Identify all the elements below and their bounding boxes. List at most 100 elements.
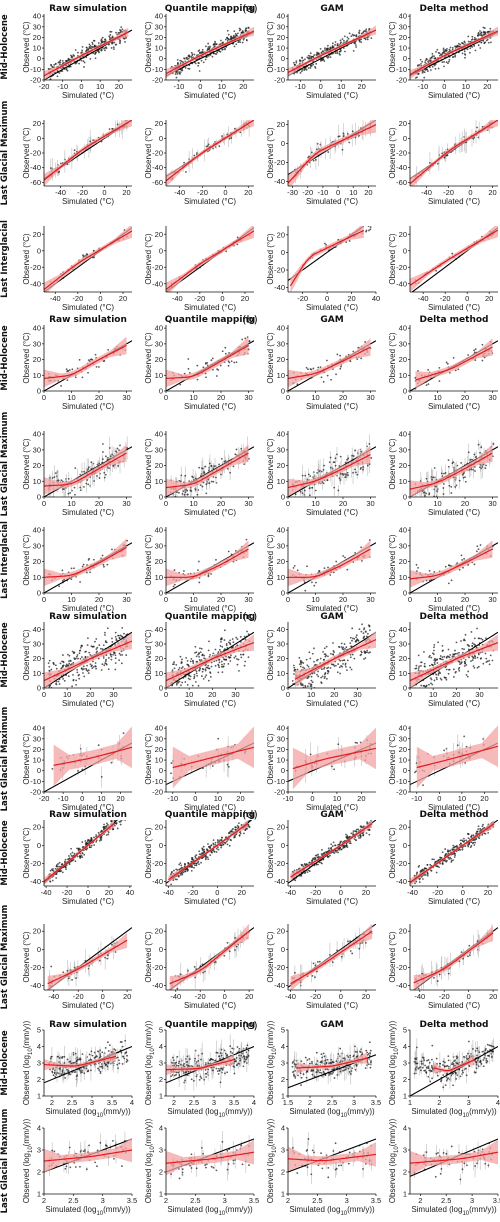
data-point xyxy=(339,54,341,56)
data-point xyxy=(96,50,99,52)
data-point xyxy=(474,49,477,52)
data-point xyxy=(349,642,352,645)
data-point xyxy=(196,378,199,381)
data-point xyxy=(307,54,310,57)
data-point xyxy=(69,659,72,662)
data-point xyxy=(447,62,449,65)
data-point xyxy=(242,653,245,656)
data-point xyxy=(118,637,121,640)
data-point xyxy=(206,361,209,364)
x-tick-label: 10 xyxy=(185,690,193,699)
data-point xyxy=(194,651,196,654)
data-point xyxy=(448,564,451,567)
data-point xyxy=(448,48,451,51)
fit-line xyxy=(288,124,376,184)
data-point xyxy=(49,684,52,687)
plot-area xyxy=(410,540,498,593)
data-point xyxy=(94,53,97,56)
data-point xyxy=(72,661,75,664)
data-point xyxy=(126,447,129,449)
confidence-band xyxy=(44,120,132,186)
data-point xyxy=(240,656,243,659)
data-point xyxy=(125,654,128,656)
data-point xyxy=(469,47,472,50)
data-point xyxy=(464,56,466,59)
data-point xyxy=(351,454,354,457)
data-point xyxy=(94,662,97,664)
data-point xyxy=(447,582,450,585)
x-tick-label: 30 xyxy=(122,595,130,604)
data-point xyxy=(199,651,202,654)
y-tick-label: 40 xyxy=(33,526,41,535)
data-point xyxy=(332,653,334,656)
y-tick-label: 0 xyxy=(159,54,163,63)
data-point xyxy=(482,26,485,29)
x-tick-label: 10 xyxy=(218,82,226,91)
data-point xyxy=(183,493,186,496)
data-point xyxy=(116,123,119,126)
data-point xyxy=(100,49,103,51)
y-tick-label: 20 xyxy=(399,119,407,128)
x-tick-label: 0 xyxy=(223,188,227,197)
data-point xyxy=(341,472,344,475)
data-point xyxy=(344,662,347,665)
data-point xyxy=(340,41,342,44)
data-point xyxy=(235,361,238,364)
y-tick-label: -20 xyxy=(30,76,41,85)
y-axis-label: Observed (°C) xyxy=(144,438,153,490)
data-point xyxy=(340,646,343,648)
y-tick-label: 40 xyxy=(399,324,407,333)
data-point xyxy=(189,678,191,681)
fit-line xyxy=(44,344,127,379)
y-tick-label: 20 xyxy=(155,119,163,128)
data-point xyxy=(238,29,241,32)
data-point xyxy=(190,51,193,54)
data-point xyxy=(344,663,347,666)
data-point xyxy=(334,464,337,467)
data-point xyxy=(201,654,204,657)
data-point xyxy=(433,571,436,573)
data-point xyxy=(101,443,104,445)
x-tick-label: 30 xyxy=(366,595,374,604)
x-tick-label: 30 xyxy=(231,690,239,699)
data-point xyxy=(351,130,354,133)
data-point xyxy=(233,127,236,130)
data-point xyxy=(59,61,62,64)
data-point xyxy=(91,664,93,667)
data-point xyxy=(204,58,207,61)
data-point xyxy=(221,135,223,137)
data-point xyxy=(83,255,86,257)
data-point xyxy=(118,652,121,655)
data-point xyxy=(315,62,318,65)
data-point xyxy=(490,41,492,44)
data-point xyxy=(314,158,317,161)
y-tick-label: 10 xyxy=(155,371,163,380)
y-tick-label: 0 xyxy=(281,248,285,257)
data-point xyxy=(448,58,451,61)
x-tick-label: 20 xyxy=(115,82,123,91)
x-tick-label: 20 xyxy=(95,393,103,402)
data-point xyxy=(315,659,318,662)
data-point xyxy=(48,693,50,695)
data-point xyxy=(95,365,98,368)
data-point xyxy=(217,369,220,371)
data-point xyxy=(301,68,304,71)
data-point xyxy=(114,43,117,46)
y-tick-label: 0 xyxy=(281,139,285,148)
x-tick-label: 0 xyxy=(42,499,46,508)
x-tick-label: 0 xyxy=(286,690,290,699)
data-point xyxy=(298,663,301,666)
data-point xyxy=(301,683,304,686)
data-point xyxy=(326,374,329,377)
data-point xyxy=(211,357,214,360)
x-tick-label: -20 xyxy=(443,188,454,197)
data-point xyxy=(367,223,369,225)
y-tick-label: -20 xyxy=(152,149,163,158)
data-point xyxy=(307,368,309,371)
x-tick-label: 20 xyxy=(86,690,94,699)
x-tick-label: 20 xyxy=(483,82,491,91)
data-point xyxy=(344,648,346,650)
x-tick-label: 30 xyxy=(244,499,252,508)
data-point xyxy=(180,661,183,663)
